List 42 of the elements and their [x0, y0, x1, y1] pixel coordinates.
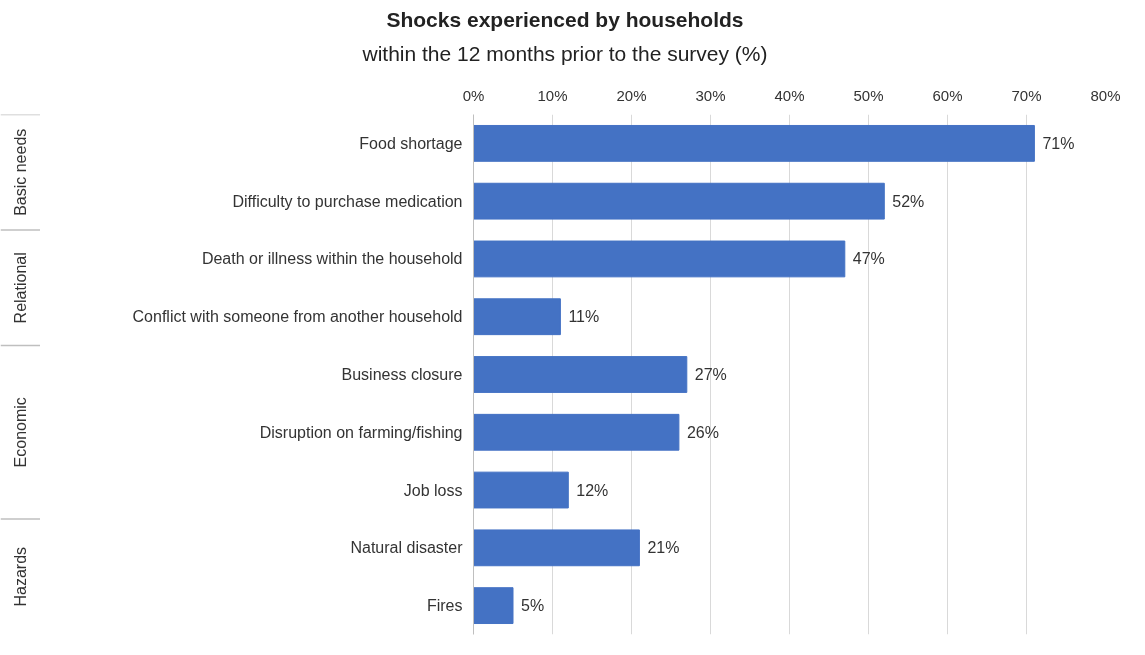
text: Basic needs: [12, 128, 29, 216]
chart-title: Shocks experienced by households: [385, 7, 745, 33]
bar: [473, 124, 1035, 162]
data-label: 21%: [647, 539, 680, 557]
y-tick-label: Difficulty to purchase medication: [232, 192, 463, 210]
y-tick-label: Conflict with someone from another household: [132, 308, 463, 326]
x-tick-label: 30%: [695, 86, 726, 104]
x-tick-label: 0%: [462, 86, 485, 104]
y-tick-label: Disruption on farming/fishing: [259, 423, 463, 441]
x-tick-label: 60%: [932, 86, 963, 104]
x-tick-label: 80%: [1090, 86, 1121, 104]
y-tick-label: Business closure: [341, 366, 463, 383]
y-tick-label: Job loss: [403, 481, 463, 499]
bar: [473, 471, 569, 509]
y-tick-label: Death or illness within the household: [201, 250, 463, 268]
data-label: 11%: [568, 308, 600, 326]
data-label: 71%: [1042, 134, 1075, 152]
bar: [473, 529, 640, 567]
bar: [473, 182, 885, 220]
x-tick-label: 70%: [1011, 86, 1042, 104]
y-tick-label: Natural disaster: [350, 539, 464, 557]
data-label: 47%: [852, 250, 885, 268]
bar: [473, 298, 561, 336]
x-tick-label: 20%: [616, 86, 647, 104]
data-label: 52%: [892, 192, 925, 210]
bar: [473, 240, 846, 278]
x-tick-label: 50%: [853, 86, 884, 104]
chart-subtitle: within the 12 months prior to the survey (%): [362, 41, 768, 67]
data-label: 12%: [576, 481, 609, 499]
bar: [473, 413, 680, 451]
text: Relational: [12, 252, 29, 324]
data-label: 26%: [686, 423, 719, 441]
data-label: 5%: [521, 597, 545, 615]
text: Economic: [12, 397, 29, 468]
text: Hazards: [12, 546, 29, 607]
x-tick-label: 40%: [774, 86, 805, 104]
y-tick-label: Fires: [426, 597, 463, 615]
bar: [473, 587, 514, 625]
bar: [473, 356, 688, 393]
x-tick-label: 10%: [537, 86, 568, 104]
y-tick-label: Food shortage: [359, 134, 463, 152]
data-label: 27%: [694, 366, 727, 383]
